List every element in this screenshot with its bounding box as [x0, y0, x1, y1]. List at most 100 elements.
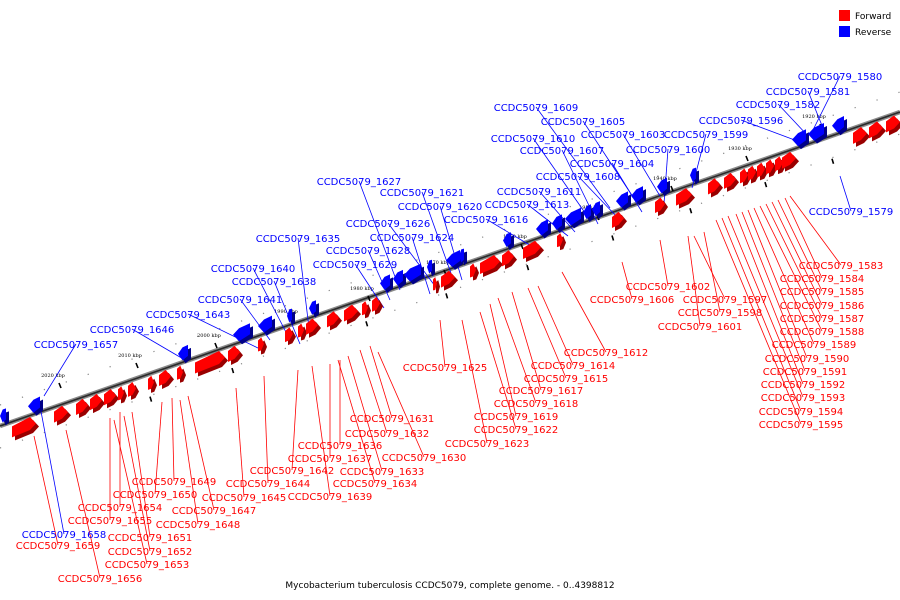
gene-arrow-1659[interactable] — [12, 416, 36, 438]
gene-label[interactable]: CCDC5079_1610 — [491, 134, 576, 145]
gene-arrow-1616[interactable] — [565, 207, 581, 226]
gene-arrow-1636[interactable] — [306, 318, 318, 335]
gene-arrow-1619[interactable] — [480, 255, 500, 275]
gene-arrow-1656[interactable] — [54, 405, 68, 423]
gene-label[interactable]: CCDC5079_1607 — [520, 146, 605, 157]
gene-arrow-1607b[interactable] — [655, 197, 665, 213]
gene-arrow-1617[interactable] — [523, 240, 541, 260]
gene-arrow-1585[interactable] — [886, 115, 900, 133]
gene-arrow-1633[interactable] — [344, 304, 358, 322]
gene-label[interactable]: CCDC5079_1613 — [485, 200, 570, 211]
gene-arrow-1651[interactable] — [128, 382, 136, 397]
gene-label[interactable]: CCDC5079_1602 — [626, 282, 711, 293]
gene-arrow-1648[interactable] — [177, 365, 183, 380]
gene-arrow-1618[interactable] — [502, 250, 514, 267]
gene-label[interactable]: CCDC5079_1651 — [108, 533, 193, 544]
gene-label[interactable]: CCDC5079_1608 — [536, 172, 621, 183]
gene-arrow-1625[interactable] — [433, 277, 437, 291]
gene-arrow-1592[interactable] — [782, 151, 796, 169]
gene-label[interactable]: CCDC5079_1599 — [664, 130, 749, 141]
gene-label[interactable]: CCDC5079_1609 — [494, 103, 579, 114]
gene-arrow-1650[interactable] — [148, 375, 154, 390]
gene-arrow-1583[interactable] — [853, 127, 867, 144]
gene-arrow-1639[interactable] — [285, 327, 293, 343]
gene-arrow-1646[interactable] — [233, 323, 250, 342]
gene-label[interactable]: CCDC5079_1645 — [202, 493, 287, 504]
gene-label[interactable]: CCDC5079_1648 — [156, 520, 241, 531]
gene-label[interactable]: CCDC5079_1596 — [699, 116, 784, 127]
gene-label[interactable]: CCDC5079_1589 — [772, 340, 857, 351]
gene-label[interactable]: CCDC5079_1593 — [761, 393, 846, 404]
gene-label[interactable]: CCDC5079_1585 — [780, 287, 865, 298]
gene-label[interactable]: CCDC5079_1604 — [570, 159, 655, 170]
gene-arrow-1638[interactable] — [393, 269, 403, 286]
gene-label[interactable]: CCDC5079_1579 — [809, 207, 894, 218]
gene-arrow-1643[interactable] — [258, 315, 272, 333]
gene-label[interactable]: CCDC5079_1618 — [494, 399, 579, 410]
gene-arrow-1601[interactable] — [724, 172, 736, 189]
gene-arrow-1629[interactable] — [404, 263, 421, 282]
gene-arrow-1595[interactable] — [757, 162, 765, 178]
gene-label[interactable]: CCDC5079_1635 — [256, 234, 341, 245]
gene-label[interactable]: CCDC5079_1646 — [90, 325, 175, 336]
gene-label[interactable]: CCDC5079_1600 — [626, 145, 711, 156]
gene-label[interactable]: CCDC5079_1639 — [288, 492, 373, 503]
gene-label[interactable]: CCDC5079_1616 — [444, 215, 529, 226]
gene-arrow-1606[interactable] — [676, 188, 692, 206]
gene-arrow-1622[interactable] — [470, 263, 476, 278]
gene-label[interactable]: CCDC5079_1606 — [590, 295, 675, 306]
gene-label[interactable]: CCDC5079_1634 — [333, 479, 418, 490]
gene-arrow-1584[interactable] — [869, 121, 883, 139]
gene-arrow-1628[interactable] — [427, 259, 432, 274]
gene-label[interactable]: CCDC5079_1595 — [759, 420, 844, 431]
gene-label[interactable]: CCDC5079_1583 — [799, 261, 884, 272]
gene-label[interactable]: CCDC5079_1622 — [474, 425, 559, 436]
gene-label[interactable]: CCDC5079_1656 — [58, 574, 143, 585]
gene-label[interactable]: CCDC5079_1605 — [541, 117, 626, 128]
gene-label[interactable]: CCDC5079_1657 — [34, 340, 119, 351]
gene-label[interactable]: CCDC5079_1582 — [736, 100, 821, 111]
gene-label[interactable]: CCDC5079_1586 — [780, 301, 865, 312]
gene-label[interactable]: CCDC5079_1620 — [398, 202, 483, 213]
gene-label[interactable]: CCDC5079_1644 — [226, 479, 311, 490]
gene-label[interactable]: CCDC5079_1621 — [380, 188, 465, 199]
gene-arrow-1580[interactable] — [792, 129, 806, 147]
gene-label[interactable]: CCDC5079_1632 — [345, 429, 430, 440]
gene-label[interactable]: CCDC5079_1601 — [658, 322, 743, 333]
gene-label[interactable]: CCDC5079_1642 — [250, 466, 335, 477]
gene-label[interactable]: CCDC5079_1626 — [346, 219, 431, 230]
gene-label[interactable]: CCDC5079_1592 — [761, 380, 846, 391]
gene-label[interactable]: CCDC5079_1598 — [678, 308, 763, 319]
gene-arrow-1652[interactable] — [118, 386, 124, 401]
gene-arrow-1612[interactable] — [612, 211, 624, 228]
gene-label[interactable]: CCDC5079_1624 — [370, 233, 455, 244]
gene-label[interactable]: CCDC5079_1597 — [683, 295, 768, 306]
gene-arrow-1655[interactable] — [76, 398, 88, 415]
gene-label[interactable]: CCDC5079_1654 — [78, 503, 163, 514]
gene-label[interactable]: CCDC5079_1591 — [763, 367, 848, 378]
gene-arrow-1654[interactable] — [90, 393, 102, 411]
gene-arrow-1630[interactable] — [372, 296, 380, 312]
gene-label[interactable]: CCDC5079_1638 — [232, 277, 317, 288]
gene-arrow-1645[interactable] — [195, 351, 225, 374]
gene-arrow-1644[interactable] — [228, 345, 240, 362]
gene-label[interactable]: CCDC5079_1647 — [172, 506, 257, 517]
gene-arrow-1658[interactable] — [28, 396, 40, 413]
gene-arrow-1658b[interactable] — [0, 408, 6, 423]
gene-label[interactable]: CCDC5079_1614 — [531, 361, 616, 372]
gene-label[interactable]: CCDC5079_1603 — [581, 130, 666, 141]
gene-label[interactable]: CCDC5079_1594 — [759, 407, 844, 418]
gene-arrow-1640[interactable] — [309, 300, 316, 315]
gene-arrow-1609[interactable] — [631, 186, 643, 203]
gene-label[interactable]: CCDC5079_1617 — [499, 386, 584, 397]
gene-arrow-1611[interactable] — [592, 201, 600, 216]
gene-arrow-1610[interactable] — [616, 191, 628, 208]
gene-arrow-1641[interactable] — [287, 308, 292, 323]
gene-label[interactable]: CCDC5079_1615 — [524, 374, 609, 385]
gene-label[interactable]: CCDC5079_1652 — [108, 547, 193, 558]
gene-label[interactable]: CCDC5079_1655 — [68, 516, 153, 527]
gene-label[interactable]: CCDC5079_1619 — [474, 412, 559, 423]
gene-label[interactable]: CCDC5079_1581 — [766, 87, 851, 98]
gene-arrow-1598[interactable] — [740, 168, 748, 184]
gene-label[interactable]: CCDC5079_1641 — [198, 295, 283, 306]
